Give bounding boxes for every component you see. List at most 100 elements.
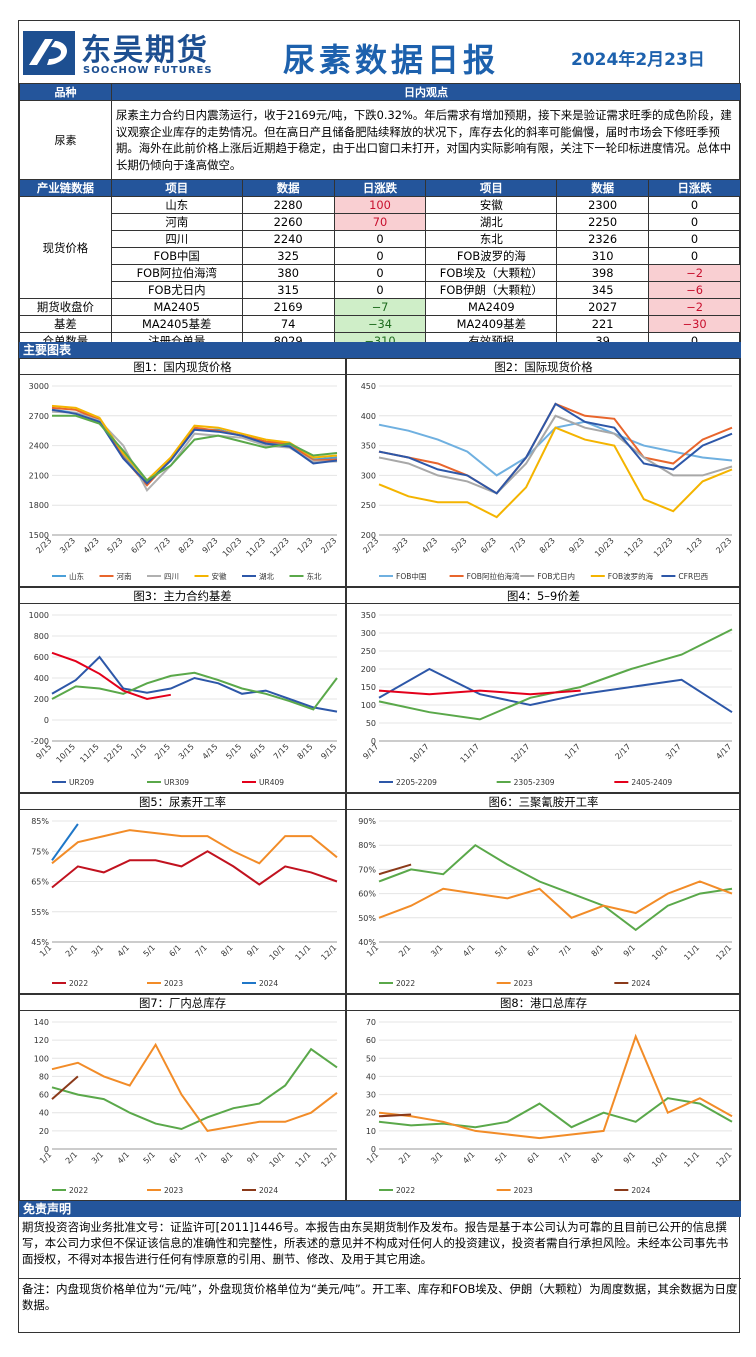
spot-cell: FOB埃及（大颗粒） <box>425 264 558 282</box>
chain-cell: 74 <box>241 315 335 333</box>
legend-label: UR309 <box>164 778 189 787</box>
chart-8-box: 图8：港口总库存 0 10 20 30 40 50 60 70 1/1 2/1 3/1 4/1 5/1 6… <box>346 994 741 1201</box>
x-tick-label: 6/23 <box>479 536 498 555</box>
legend-label: 安徽 <box>212 571 227 581</box>
chain-cell: −30 <box>648 315 741 333</box>
chart-2-box: 图2：国际现货价格 200 250 300 350 400 450 2/23 3/23 4/23… <box>346 358 741 587</box>
spot-cell: 2280 <box>241 196 335 214</box>
y-tick-label: 800 <box>34 632 49 641</box>
legend-label: 2024 <box>259 1186 278 1195</box>
x-tick-label: 4/15 <box>201 742 220 761</box>
chain-cell: −2 <box>648 298 741 316</box>
series-line-2205-2209 <box>378 667 733 714</box>
y-tick-label: 50% <box>358 914 376 923</box>
legend-label: FOB中国 <box>396 571 426 581</box>
chart-4: 0 50 100 150 200 250 300 350 9/17 10/17 11/17 12/17… <box>361 611 734 787</box>
chart-6-box: 图6：三聚氰胺开工率 40% 50% 60% 70% 80% 90% 1/1 2/1 3/1 4/… <box>346 793 741 994</box>
x-tick-label: 1/1 <box>38 1150 53 1165</box>
x-tick-label: 10/1 <box>650 1150 669 1169</box>
y-tick-label: 90% <box>358 817 376 826</box>
y-tick-label: 45% <box>31 938 49 947</box>
series-line-2023 <box>378 1033 733 1140</box>
y-tick-label: 50 <box>366 719 376 728</box>
x-tick-label: 2/15 <box>153 742 172 761</box>
y-tick-label: 0 <box>371 1145 376 1154</box>
col-variety-header: 品种 <box>19 83 112 101</box>
legend-label: UR209 <box>69 778 94 787</box>
x-tick-label: 11/17 <box>459 742 482 765</box>
chain-header-5: 数据 <box>556 179 650 197</box>
spot-row: FOB尤日内 315 0 FOB伊朗（大颗粒） 345 −6 <box>20 281 741 299</box>
col-view-header: 日内观点 <box>111 83 741 101</box>
x-tick-label: 5/15 <box>224 742 243 761</box>
disclaimer-header: 免责声明 <box>19 1201 741 1217</box>
chain-cell: 2027 <box>556 298 650 316</box>
chain-row: 基差 MA2405基差 74 −34 MA2409基差 221 −30 <box>19 315 741 333</box>
charts-section-header: 主要图表 <box>19 342 741 358</box>
series-line-UR209 <box>51 655 338 713</box>
x-tick-label: 11/15 <box>78 742 101 765</box>
legend-label: 2405-2409 <box>631 778 672 787</box>
chart-7: 0 20 40 60 80 100 120 140 1/1 2/1 3/1 4/1 5/1 6/1 7/1 8… <box>34 1018 339 1195</box>
y-tick-label: 0 <box>44 716 49 725</box>
x-tick-label: 9/1 <box>245 943 260 958</box>
series-line-2023 <box>51 829 338 865</box>
spot-row: FOB阿拉伯海湾 380 0 FOB埃及（大颗粒） 398 −2 <box>20 264 741 282</box>
series-line-2024 <box>378 863 412 876</box>
y-tick-label: 40% <box>358 938 376 947</box>
series-line-2024 <box>378 1113 412 1118</box>
series-line-2024 <box>51 823 79 861</box>
series-line-2022 <box>51 850 338 889</box>
legend-label: 2024 <box>631 1186 650 1195</box>
spot-cell: 0 <box>333 264 427 282</box>
series-line-2023 <box>51 1042 338 1132</box>
x-tick-label: 4/1 <box>116 1150 131 1165</box>
chart-1: 1500 1800 2100 2400 2700 3000 2/23 3/23 4/23 5/23… <box>29 382 339 581</box>
x-tick-label: 12/23 <box>268 536 291 559</box>
x-tick-label: 10/17 <box>408 742 431 765</box>
view-table: 品种 日内观点 尿素 尿素主力合约日内震荡运行，收于2169元/吨，下跌0.32… <box>19 83 741 180</box>
spot-cell: 四川 <box>110 230 243 248</box>
y-tick-label: 10 <box>366 1127 376 1136</box>
x-tick-label: 2/17 <box>613 742 632 761</box>
spot-cell: 0 <box>648 196 741 214</box>
x-tick-label: 3/1 <box>90 1150 105 1165</box>
legend-label: 山东 <box>69 571 84 581</box>
x-tick-label: 3/1 <box>429 943 444 958</box>
spot-cell: −6 <box>648 281 741 299</box>
x-tick-label: 9/1 <box>245 1150 260 1165</box>
series-line-FOB波罗的海 <box>378 426 733 519</box>
series-line-2305-2309 <box>378 628 733 721</box>
x-tick-label: 1/23 <box>685 536 704 555</box>
legend-label: 2022 <box>69 1186 88 1195</box>
chain-cell: −34 <box>333 315 427 333</box>
x-tick-label: 3/17 <box>664 742 683 761</box>
y-tick-label: 350 <box>361 611 376 620</box>
legend-label: 四川 <box>164 572 179 581</box>
x-tick-label: 1/23 <box>296 536 315 555</box>
legend-label: 2305-2309 <box>514 778 555 787</box>
chain-cell: 221 <box>556 315 650 333</box>
y-tick-label: 600 <box>34 653 49 662</box>
y-tick-label: 200 <box>361 665 376 674</box>
chart-2-title: 图2：国际现货价格 <box>347 359 740 375</box>
y-tick-label: 70 <box>366 1018 376 1027</box>
spot-cell: 东北 <box>425 230 558 248</box>
spot-cell: 2326 <box>556 230 650 248</box>
x-tick-label: 6/1 <box>167 1150 182 1165</box>
y-tick-label: 100 <box>34 1054 49 1063</box>
x-tick-label: 6/15 <box>248 742 267 761</box>
x-tick-label: 12/1 <box>714 943 733 962</box>
report-page: 东吴期货 SOOCHOW FUTURES 尿素数据日报 2024年2月23日 品… <box>18 20 741 1333</box>
x-tick-label: 7/1 <box>193 943 208 958</box>
x-tick-label: 2/23 <box>319 536 338 555</box>
chain-cell: 期货收盘价 <box>19 298 112 316</box>
x-tick-label: 3/23 <box>58 536 77 555</box>
x-tick-label: 11/1 <box>293 943 312 962</box>
x-tick-label: 10/1 <box>268 1150 287 1169</box>
spot-cell: 2240 <box>241 230 335 248</box>
chain-cell: MA2405 <box>110 298 243 316</box>
x-tick-label: 1/17 <box>563 742 582 761</box>
x-tick-label: 7/1 <box>557 943 572 958</box>
x-tick-label: 9/1 <box>622 1150 637 1165</box>
